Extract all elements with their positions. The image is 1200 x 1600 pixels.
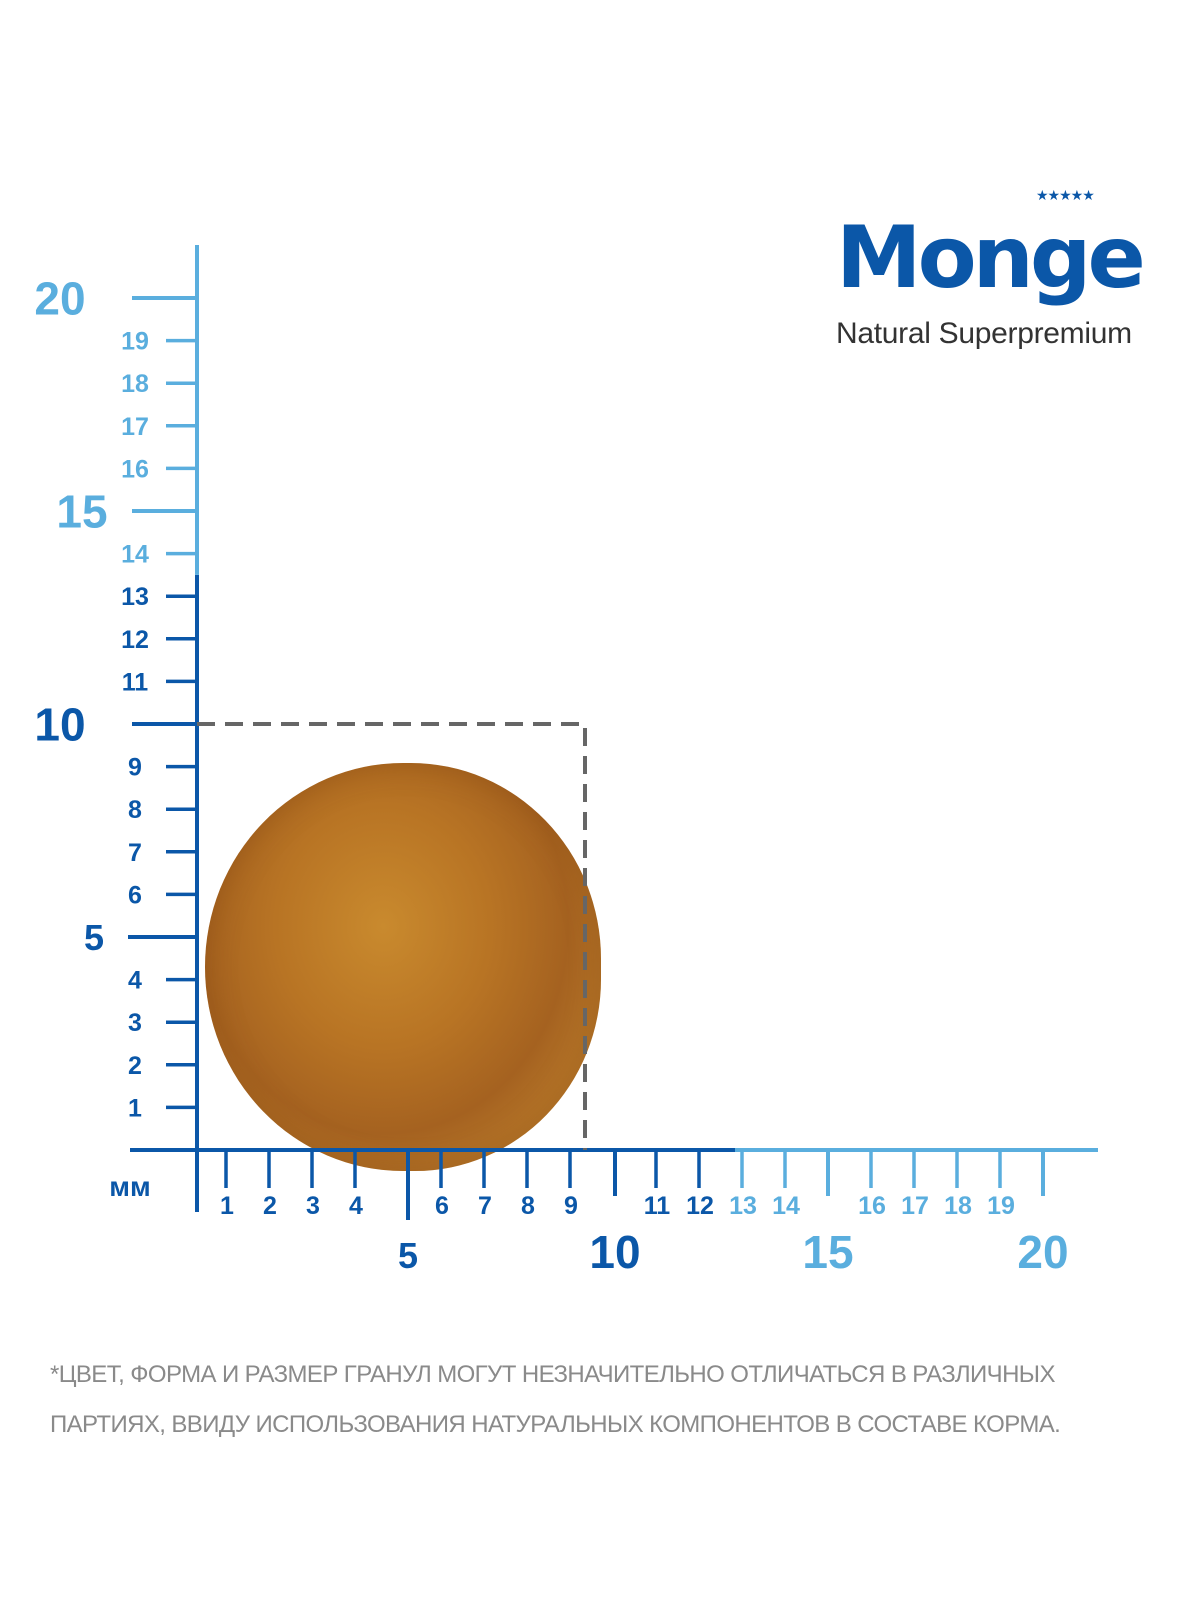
x-tick-label: 13 (729, 1192, 757, 1220)
x-tick-label: 17 (901, 1192, 929, 1220)
y-tick-label: 18 (121, 370, 149, 398)
y-tick-label: 4 (128, 967, 142, 995)
y-tick-label: 2 (128, 1052, 142, 1080)
y-tick-label: 9 (128, 754, 142, 782)
monge-logo: ★★★★★ Monge Natural Superpremium (836, 186, 1176, 352)
x-tick-label: 2 (263, 1192, 277, 1220)
unit-label: мм (109, 1171, 150, 1202)
x-tick-label: 16 (858, 1192, 886, 1220)
stars-icon: ★★★★★ (1036, 187, 1095, 203)
y-tick-label: 6 (128, 881, 142, 909)
size-box-dashed (197, 722, 587, 1150)
x-tick-label: 14 (772, 1192, 800, 1220)
logo-tagline: Natural Superpremium (836, 317, 1132, 350)
kibble-image (205, 763, 601, 1171)
y-major-label: 20 (34, 273, 85, 325)
x-major-label: 10 (589, 1226, 640, 1278)
y-tick-label: 19 (121, 328, 149, 356)
y-tick-label: 1 (128, 1094, 142, 1122)
x-tick-label: 18 (944, 1192, 972, 1220)
y-tick-label: 13 (121, 583, 149, 611)
x-tick-label: 8 (521, 1192, 535, 1220)
y-tick-label: 8 (128, 796, 142, 824)
x-major-label: 5 (398, 1235, 418, 1276)
x-tick-label: 7 (478, 1192, 492, 1220)
x-tick-label: 4 (349, 1192, 363, 1220)
y-major-label: 10 (34, 699, 85, 751)
x-tick-label: 19 (987, 1192, 1015, 1220)
y-major-label: 5 (84, 917, 104, 958)
x-tick-label: 11 (644, 1192, 671, 1220)
y-tick-label: 11 (122, 668, 149, 696)
y-major-label: 15 (56, 486, 107, 538)
footnote: *ЦВЕТ, ФОРМА И РАЗМЕР ГРАНУЛ МОГУТ НЕЗНА… (50, 1361, 1061, 1438)
x-tick-label: 6 (435, 1192, 449, 1220)
logo-brand: Monge (836, 208, 1146, 308)
x-tick-label: 12 (686, 1192, 714, 1220)
y-tick-label: 16 (121, 455, 149, 483)
y-tick-label: 3 (128, 1009, 142, 1037)
x-major-label: 15 (802, 1226, 853, 1278)
x-tick-label: 3 (306, 1192, 320, 1220)
y-tick-label: 12 (121, 626, 149, 654)
x-tick-label: 1 (220, 1192, 234, 1220)
y-tick-label: 14 (121, 541, 149, 569)
y-tick-label: 17 (121, 413, 149, 441)
x-tick-label: 9 (564, 1192, 578, 1220)
x-major-label: 20 (1017, 1226, 1068, 1278)
y-tick-label: 7 (128, 839, 142, 867)
